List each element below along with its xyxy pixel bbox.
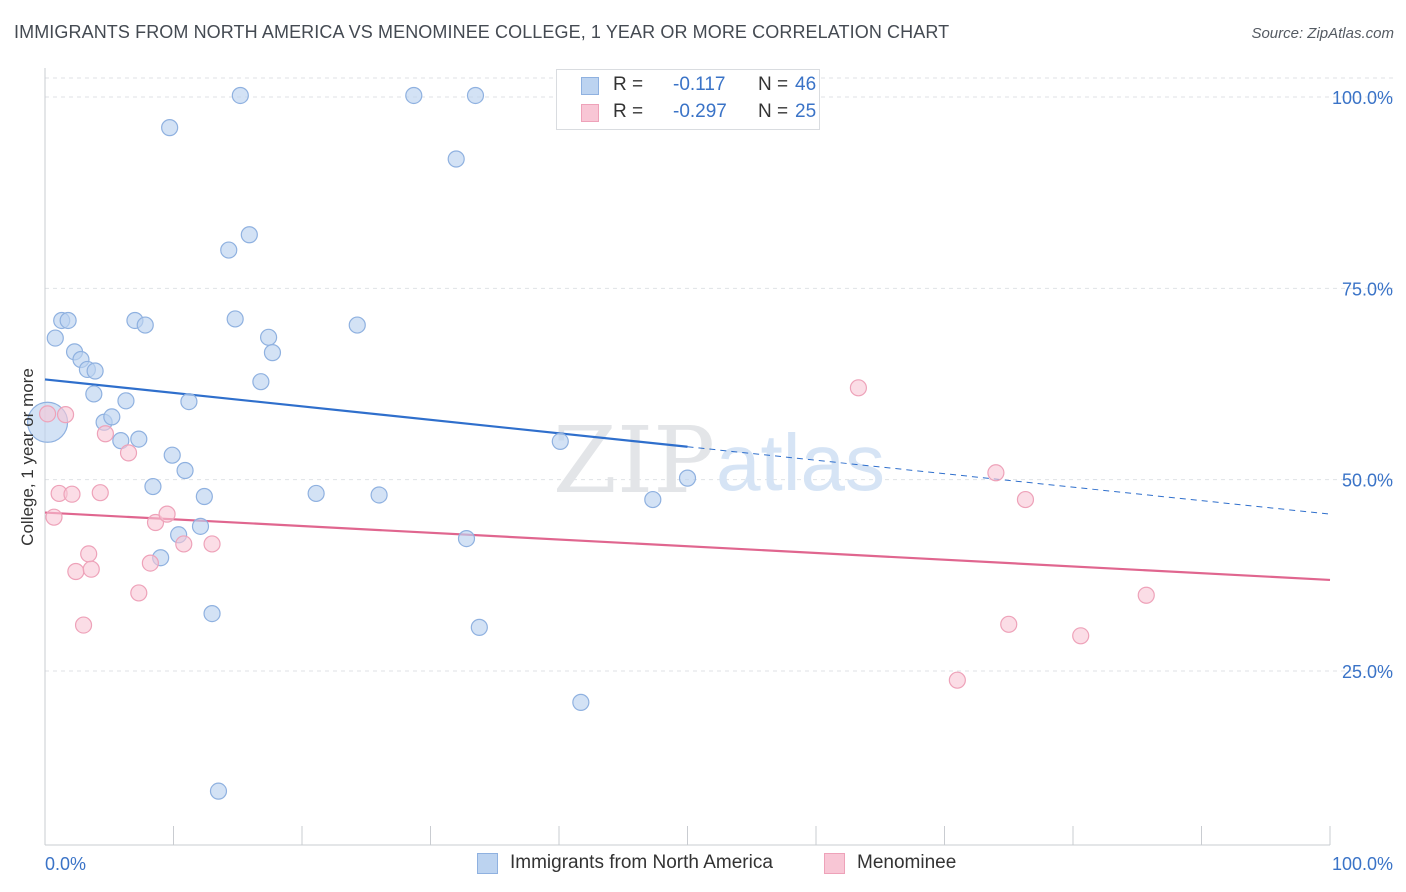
point-immigrants (191, 517, 210, 535)
pink-swatch (581, 104, 599, 122)
point-immigrants (163, 446, 181, 464)
y-axis-label: College, 1 year or more (18, 368, 37, 546)
point-immigrants (252, 373, 270, 391)
watermark: ZIP atlas (553, 407, 885, 514)
point-menominee (63, 485, 81, 503)
x-tick-label: 100.0% (1332, 854, 1393, 874)
point-menominee (130, 584, 148, 602)
point-menominee (203, 535, 221, 553)
point-immigrants (176, 461, 194, 480)
point-immigrants (370, 486, 388, 504)
y-tick-label: 50.0% (1342, 471, 1393, 491)
point-immigrants (405, 86, 423, 105)
point-immigrants (348, 316, 366, 334)
point-immigrants (136, 316, 154, 334)
watermark-zip: ZIP (553, 407, 715, 514)
point-menominee (1016, 490, 1035, 509)
point-immigrants (203, 604, 221, 623)
point-immigrants (644, 490, 662, 509)
point-immigrants (117, 392, 135, 410)
point-menominee (849, 379, 868, 397)
y-tick-label: 100.0% (1332, 88, 1393, 108)
watermark-atlas: atlas (716, 418, 885, 507)
point-menominee (82, 560, 100, 578)
point-immigrants (551, 432, 569, 450)
point-immigrants (307, 484, 325, 503)
point-menominee (1137, 586, 1155, 604)
trend-layer (44, 378, 1331, 582)
point-immigrants (85, 385, 103, 403)
legend-swatch-pink (824, 853, 845, 874)
point-immigrants (86, 362, 104, 380)
point-immigrants (447, 150, 465, 168)
point-immigrants (259, 328, 278, 346)
point-menominee (1000, 615, 1018, 633)
point-immigrants (240, 226, 258, 244)
point-menominee (74, 616, 93, 634)
point-menominee (80, 545, 98, 563)
point-menominee (948, 671, 966, 689)
chart-title: IMMIGRANTS FROM NORTH AMERICA VS MENOMIN… (14, 22, 950, 42)
r-label: R = (613, 74, 644, 95)
stats-box: R = -0.117 N = 46 R = -0.297 N = 25 (556, 69, 820, 130)
n-value-pink: 25 (795, 101, 817, 122)
r-value-blue: -0.117 (673, 74, 726, 95)
point-immigrants (263, 344, 282, 362)
legend-label: Menominee (857, 852, 957, 873)
point-menominee (158, 505, 176, 523)
point-menominee (146, 513, 165, 532)
point-menominee (67, 562, 85, 581)
point-immigrants (226, 310, 244, 328)
n-value-blue: 46 (795, 74, 817, 95)
tick-label-layer: 25.0% 50.0% 75.0% 100.0% 0.0% 100.0% (45, 88, 1393, 874)
n-label: N = (758, 74, 789, 95)
point-menominee (141, 554, 159, 572)
point-immigrants (209, 782, 228, 800)
point-menominee (56, 406, 75, 424)
point-immigrants (59, 311, 77, 330)
point-menominee (1072, 627, 1090, 645)
trend-line-immigrants-extrapolated (687, 446, 1331, 515)
point-immigrants (572, 693, 590, 711)
point-menominee (38, 405, 57, 423)
n-label: N = (758, 101, 789, 122)
point-immigrants (466, 86, 485, 105)
r-value-pink: -0.297 (673, 101, 727, 122)
legend-label: Immigrants from North America (510, 852, 773, 873)
axis-layer (44, 68, 1331, 846)
point-immigrants (457, 529, 476, 548)
point-immigrants (130, 430, 148, 448)
point-immigrants (195, 487, 213, 506)
point-immigrants (470, 618, 488, 636)
point-menominee (119, 444, 138, 462)
y-tick-label: 75.0% (1342, 279, 1393, 299)
point-immigrants (112, 432, 130, 450)
x-tick-label: 0.0% (45, 854, 86, 874)
point-immigrants (46, 329, 64, 347)
point-immigrants (180, 393, 198, 411)
point-menominee (45, 508, 63, 526)
point-menominee (91, 484, 109, 502)
r-label: R = (613, 101, 644, 122)
point-immigrants (144, 477, 162, 496)
point-menominee (96, 425, 114, 443)
trend-line-menominee (44, 511, 1331, 582)
legend-swatch-blue (477, 853, 498, 874)
point-immigrants (103, 408, 121, 426)
point-menominee (987, 464, 1005, 482)
point-immigrants (231, 86, 249, 105)
trend-line-immigrants (44, 378, 688, 448)
point-immigrants (161, 119, 179, 137)
source-credit: Source: ZipAtlas.com (1251, 25, 1394, 42)
point-immigrants (220, 241, 238, 259)
y-tick-label: 25.0% (1342, 662, 1393, 682)
blue-swatch (581, 77, 599, 95)
point-menominee (175, 535, 193, 553)
point-immigrants (678, 469, 697, 487)
points-layer (26, 86, 1155, 800)
grid-layer (45, 77, 1393, 672)
